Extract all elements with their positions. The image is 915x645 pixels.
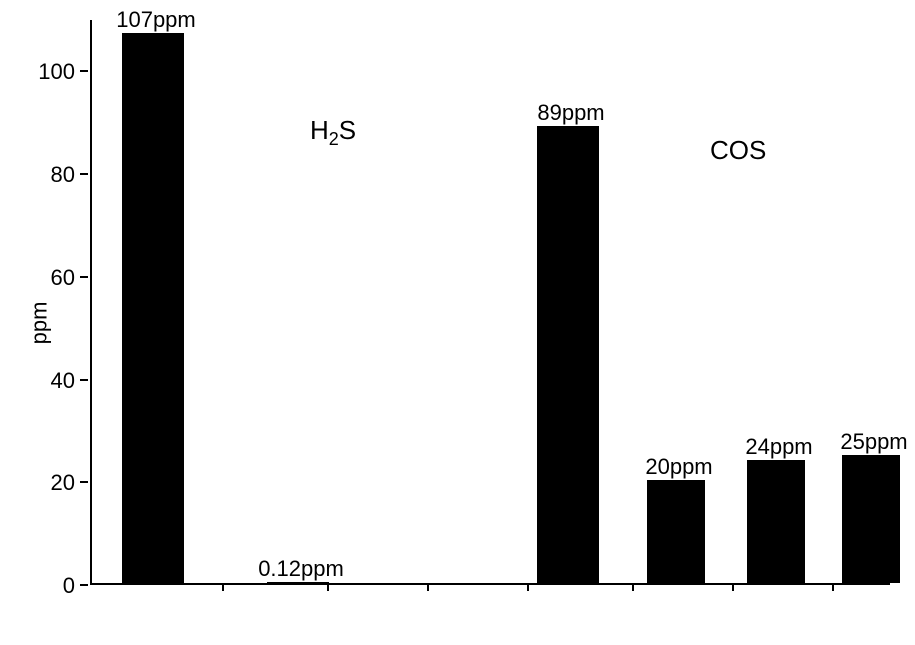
x-tick bbox=[732, 583, 734, 591]
y-tick-label: 20 bbox=[35, 470, 75, 496]
y-tick-label: 80 bbox=[35, 162, 75, 188]
group-label: COS bbox=[710, 135, 766, 166]
x-tick bbox=[832, 583, 834, 591]
group-label: H2S bbox=[310, 115, 356, 150]
bar-value-label: 0.12ppm bbox=[250, 556, 352, 582]
y-tick bbox=[80, 584, 88, 586]
x-tick bbox=[222, 583, 224, 591]
x-tick bbox=[632, 583, 634, 591]
bar bbox=[747, 460, 805, 583]
plot-area bbox=[90, 20, 890, 585]
y-tick bbox=[80, 379, 88, 381]
y-tick bbox=[80, 173, 88, 175]
x-tick bbox=[527, 583, 529, 591]
y-tick-label: 60 bbox=[35, 265, 75, 291]
y-tick-label: 100 bbox=[35, 59, 75, 85]
bar bbox=[842, 455, 900, 583]
x-tick bbox=[427, 583, 429, 591]
x-tick bbox=[327, 583, 329, 591]
y-tick-label: 40 bbox=[35, 368, 75, 394]
bar bbox=[122, 33, 184, 583]
bar-value-label: 107ppm bbox=[105, 7, 207, 33]
bar-value-label: 25ppm bbox=[825, 429, 915, 455]
bar-value-label: 20ppm bbox=[630, 454, 728, 480]
y-axis-label: ppm bbox=[26, 301, 52, 344]
bar-value-label: 89ppm bbox=[520, 100, 622, 126]
y-tick bbox=[80, 70, 88, 72]
chart-container bbox=[80, 20, 900, 610]
y-tick bbox=[80, 276, 88, 278]
bar bbox=[537, 126, 599, 583]
y-tick-label: 0 bbox=[35, 573, 75, 599]
bar-value-label: 24ppm bbox=[730, 434, 828, 460]
bar bbox=[647, 480, 705, 583]
y-tick bbox=[80, 481, 88, 483]
